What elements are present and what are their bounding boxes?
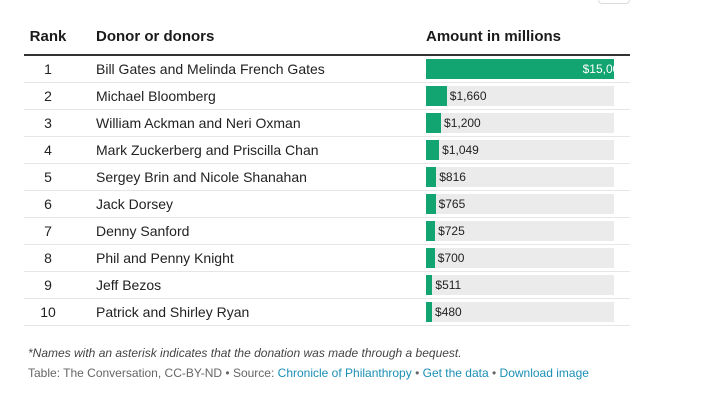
header-rank: Rank <box>29 28 67 45</box>
rank-cell: 6 <box>44 196 52 212</box>
donor-table: Rank Donor or donors Amount in millions … <box>24 24 630 326</box>
bar <box>426 221 436 241</box>
bar-cell: $1,660 <box>426 86 630 106</box>
bar-track <box>426 221 614 241</box>
amount-cell: $1,200 <box>402 113 630 133</box>
bar-value-label: $725 <box>438 224 465 238</box>
amount-cell: $765 <box>402 194 630 214</box>
donor-cell: Sergey Brin and Nicole Shanahan <box>96 169 307 185</box>
amount-cell: $15,000 <box>402 59 630 79</box>
bar-track <box>426 194 614 214</box>
bar-value-label: $15,000 <box>582 62 626 76</box>
bar-value-label: $511 <box>435 278 462 292</box>
donor-cell: Jeff Bezos <box>96 277 162 293</box>
amount-cell: $725 <box>402 221 630 241</box>
bar <box>426 248 435 268</box>
bar-track <box>426 302 614 322</box>
bar-track <box>426 167 614 187</box>
bar-value-label: $1,200 <box>444 116 481 130</box>
footnote: *Names with an asterisk indicates that t… <box>28 346 462 360</box>
table-row: 7 Denny Sanford $725 <box>24 218 630 245</box>
amount-cell: $1,660 <box>402 86 630 106</box>
bar-cell: $15,000 <box>426 59 630 79</box>
header-donor: Donor or donors <box>96 28 215 45</box>
bar <box>426 59 614 79</box>
source-link[interactable]: Chronicle of Philanthropy <box>277 366 412 380</box>
bar-value-label: $480 <box>435 305 462 319</box>
bar <box>426 194 436 214</box>
table-row: 9 Jeff Bezos $511 <box>24 272 630 299</box>
table-row: 6 Jack Dorsey $765 <box>24 191 630 218</box>
donor-cell: Bill Gates and Melinda French Gates <box>96 61 325 77</box>
rank-cell: 1 <box>44 61 52 77</box>
donor-cell: Michael Bloomberg <box>96 88 216 104</box>
menu-tab[interactable] <box>598 0 630 4</box>
bar-value-label: $816 <box>439 170 466 184</box>
bar-track <box>426 86 614 106</box>
get-data-link[interactable]: Get the data <box>422 366 489 380</box>
rank-cell: 5 <box>44 169 52 185</box>
table-row: 4 Mark Zuckerberg and Priscilla Chan $1,04… <box>24 137 630 164</box>
bar-track <box>426 248 614 268</box>
table-row: 2 Michael Bloomberg $1,660 <box>24 83 630 110</box>
amount-cell: $480 <box>402 302 630 322</box>
bar <box>426 302 433 322</box>
rank-cell: 7 <box>44 223 52 239</box>
download-image-link[interactable]: Download image <box>499 366 589 380</box>
donor-cell: Mark Zuckerberg and Priscilla Chan <box>96 142 319 158</box>
bar-cell: $1,049 <box>426 140 630 160</box>
donor-cell: Patrick and Shirley Ryan <box>96 304 250 320</box>
bar-cell: $1,200 <box>426 113 630 133</box>
donor-cell: Jack Dorsey <box>96 196 174 212</box>
rank-cell: 3 <box>44 115 52 131</box>
rank-cell: 4 <box>44 142 52 158</box>
rank-cell: 9 <box>44 277 52 293</box>
source-prefix: Table: The Conversation, CC-BY-ND • Sour… <box>28 366 278 380</box>
separator: • <box>411 366 423 380</box>
table-row: 8 Phil and Penny Knight $700 <box>24 245 630 272</box>
bar <box>426 275 433 295</box>
donor-cell: Denny Sanford <box>96 223 190 239</box>
bar-value-label: $765 <box>438 197 466 211</box>
table-row: 3 William Ackman and Neri Oxman $1,200 <box>24 110 630 137</box>
bar-cell: $511 <box>426 275 630 295</box>
bar-track <box>426 140 614 160</box>
donor-cell: William Ackman and Neri Oxman <box>96 115 301 131</box>
bar <box>426 140 440 160</box>
bar <box>426 113 442 133</box>
bar-value-label: $1,660 <box>449 89 487 103</box>
table-body: 1 Bill Gates and Melinda French Gates $15,… <box>24 56 630 326</box>
table-row: 10 Patrick and Shirley Ryan $480 <box>24 299 630 326</box>
amount-cell: $816 <box>402 167 630 187</box>
rank-cell: 8 <box>44 250 52 266</box>
bar-value-label: $700 <box>437 251 465 265</box>
bar <box>426 167 437 187</box>
table-row: 5 Sergey Brin and Nicole Shanahan $816 <box>24 164 630 191</box>
bar-track <box>426 113 614 133</box>
amount-cell: $1,049 <box>402 140 630 160</box>
bar-cell: $765 <box>426 194 630 214</box>
bar-cell: $480 <box>426 302 630 322</box>
header-amount: Amount in millions <box>426 28 561 45</box>
rank-cell: 10 <box>40 304 56 320</box>
amount-cell: $511 <box>402 275 630 295</box>
bar-track <box>426 275 614 295</box>
separator: • <box>488 366 500 380</box>
donor-cell: Phil and Penny Knight <box>96 250 234 266</box>
table-header: Rank Donor or donors Amount in millions <box>24 24 630 56</box>
table-row: 1 Bill Gates and Melinda French Gates $15,… <box>24 56 630 83</box>
amount-cell: $700 <box>402 248 630 268</box>
bar-cell: $700 <box>426 248 630 268</box>
bar-value-label: $1,049 <box>442 143 479 157</box>
bar-cell: $725 <box>426 221 630 241</box>
source-line: Table: The Conversation, CC-BY-ND • Sour… <box>28 366 589 380</box>
bar <box>426 86 447 106</box>
bar-cell: $816 <box>426 167 630 187</box>
rank-cell: 2 <box>44 88 52 104</box>
